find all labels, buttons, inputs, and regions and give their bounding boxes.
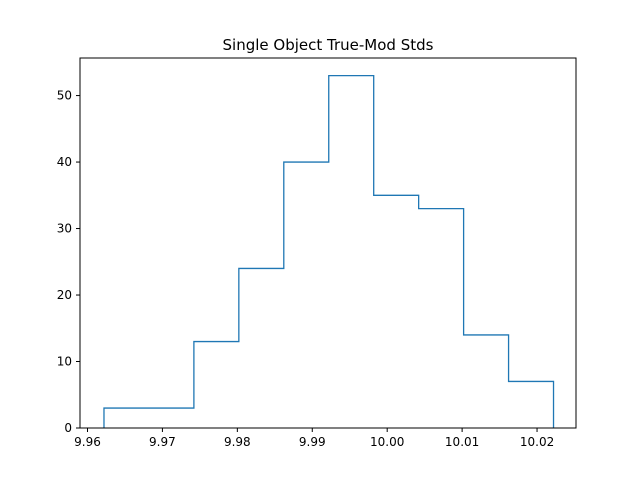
y-tick-label: 40 <box>57 155 72 169</box>
x-tick-label: 10.01 <box>445 435 479 449</box>
y-axis: 0 10 20 30 40 50 <box>57 89 80 435</box>
y-tick-label: 50 <box>57 89 72 103</box>
x-tick-label: 9.99 <box>299 435 326 449</box>
x-tick-label: 9.98 <box>224 435 251 449</box>
histogram-step-line <box>103 74 555 428</box>
x-tick-label: 10.00 <box>370 435 404 449</box>
y-tick-label: 20 <box>57 288 72 302</box>
x-axis: 9.96 9.97 9.98 9.99 10.00 10.01 10.02 <box>74 428 554 449</box>
y-tick-label: 30 <box>57 222 72 236</box>
x-tick-label: 9.96 <box>74 435 101 449</box>
chart-title: Single Object True-Mod Stds <box>223 36 434 54</box>
y-tick-label: 10 <box>57 355 72 369</box>
axes-frame <box>79 57 577 429</box>
histogram-series <box>103 74 555 428</box>
x-tick-label: 10.02 <box>520 435 554 449</box>
x-tick-label: 9.97 <box>149 435 176 449</box>
y-tick-label: 0 <box>64 421 72 435</box>
